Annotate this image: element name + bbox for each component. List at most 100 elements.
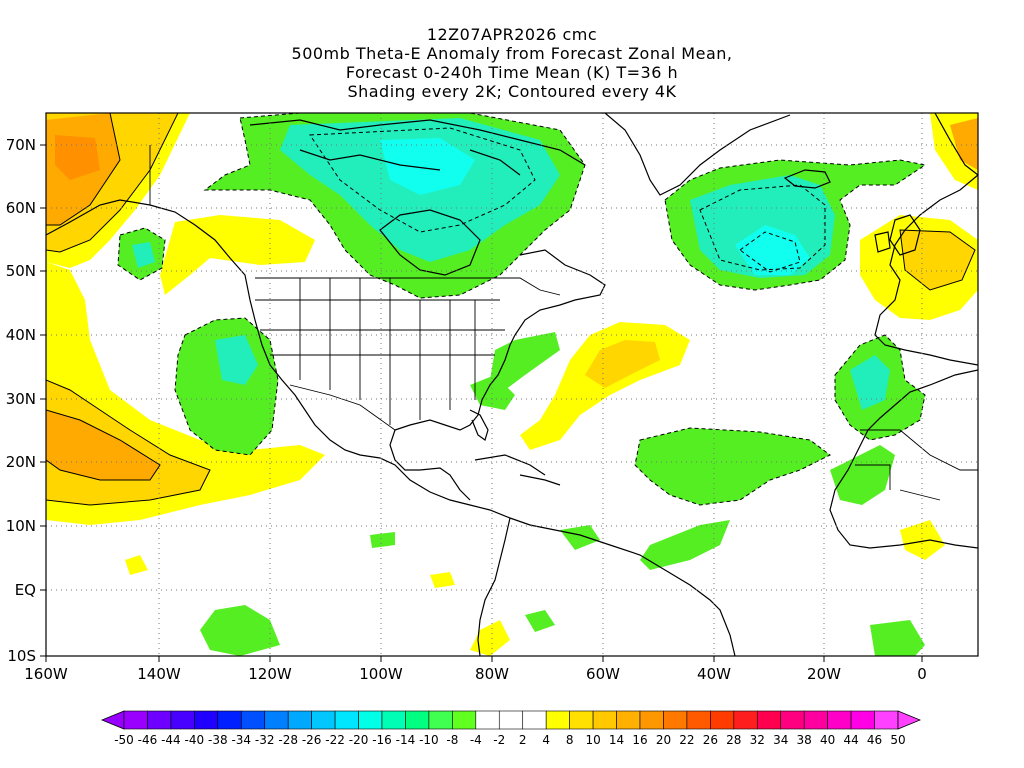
lon-label-20w: 20W bbox=[807, 665, 841, 683]
colorbar-label: 40 bbox=[820, 733, 835, 747]
colorbar-label: 28 bbox=[726, 733, 741, 747]
lat-label-20n: 20N bbox=[6, 453, 36, 471]
shade-natl-cyan bbox=[735, 225, 810, 275]
colorbar-swatch bbox=[710, 710, 735, 730]
contour-e-pacific-8 bbox=[46, 409, 161, 481]
tick-marks bbox=[40, 144, 923, 662]
lat-label-40n: 40N bbox=[6, 326, 36, 344]
coast-south-america bbox=[477, 517, 736, 656]
colorbar-label: -4 bbox=[470, 733, 482, 747]
shade-africa-green-south bbox=[830, 445, 895, 505]
border-us-mexico bbox=[289, 384, 396, 431]
colorbar-label: -38 bbox=[208, 733, 228, 747]
shade-ne-pacific-core bbox=[55, 135, 100, 180]
colorbar-swatch bbox=[475, 710, 500, 730]
colorbar-label: -8 bbox=[446, 733, 458, 747]
colorbar-swatch bbox=[686, 710, 711, 730]
coast-gulf-mexico bbox=[389, 429, 471, 501]
coast-labrador bbox=[394, 249, 606, 431]
contour-e-pacific-4 bbox=[46, 379, 211, 506]
colorbar-label: -16 bbox=[372, 733, 392, 747]
colorbar-label: 8 bbox=[566, 733, 574, 747]
colorbar-swatch bbox=[287, 710, 312, 730]
lon-label-80w: 80W bbox=[475, 665, 509, 683]
colorbar-swatch bbox=[334, 710, 359, 730]
colorbar-label: 14 bbox=[609, 733, 624, 747]
border-states-v1 bbox=[299, 278, 476, 425]
colorbar-swatch bbox=[498, 710, 524, 730]
colorbar-swatch bbox=[217, 710, 242, 730]
colorbar-label: 38 bbox=[797, 733, 812, 747]
colorbar-label: -46 bbox=[138, 733, 158, 747]
shade-small-green-3 bbox=[370, 532, 395, 548]
title-line-2: 500mb Theta-E Anomaly from Forecast Zona… bbox=[291, 44, 733, 63]
shade-europe-gold bbox=[900, 230, 975, 290]
colorbar-swatch bbox=[592, 710, 617, 730]
colorbar-swatch bbox=[569, 710, 594, 730]
contour-ne-pacific-8 bbox=[46, 113, 121, 226]
lat-label-10s: 10S bbox=[7, 647, 36, 665]
coastlines bbox=[46, 113, 978, 656]
colorbar-swatch bbox=[405, 710, 430, 730]
shaded-anomalies bbox=[46, 113, 978, 656]
colorbar-label: -14 bbox=[396, 733, 416, 747]
shade-california-aqua bbox=[215, 335, 258, 385]
colorbar-label: 16 bbox=[632, 733, 647, 747]
colorbar-label: 26 bbox=[703, 733, 718, 747]
colorbar-swatch bbox=[663, 710, 688, 730]
colorbar-swatch bbox=[170, 710, 195, 730]
contour-ne-pacific-4 bbox=[46, 113, 179, 253]
coast-greenland bbox=[604, 113, 791, 196]
colorbar-label: -26 bbox=[302, 733, 322, 747]
colorbar-label: -44 bbox=[161, 733, 181, 747]
colorbar-label: 10 bbox=[585, 733, 600, 747]
title-block: 12Z07APR2026 cmc 500mb Theta-E Anomaly f… bbox=[0, 0, 1024, 101]
lon-label-120w: 120W bbox=[248, 665, 292, 683]
colorbar-label: 4 bbox=[542, 733, 550, 747]
contour-canada-outer bbox=[203, 113, 586, 299]
map-frame bbox=[45, 112, 979, 657]
colorbar-swatch bbox=[545, 710, 570, 730]
colorbar-swatch bbox=[240, 710, 266, 730]
lat-label-30n: 30N bbox=[6, 390, 36, 408]
coast-cuba bbox=[474, 454, 561, 486]
contour-pacific-small bbox=[117, 227, 166, 281]
shade-eqpac-yellow-1 bbox=[125, 555, 148, 575]
title-line-4: Shading every 2K; Contoured every 4K bbox=[347, 82, 677, 101]
contour-natl-inner bbox=[699, 184, 826, 271]
shade-europe-ne-orange bbox=[950, 118, 978, 170]
shade-pacific-aqua-small bbox=[132, 242, 155, 268]
coast-iceland bbox=[783, 169, 831, 189]
colorbar-swatch bbox=[194, 710, 219, 730]
colorbar-label: 32 bbox=[750, 733, 765, 747]
colorbar-swatch bbox=[733, 710, 758, 730]
colorbar-label: -32 bbox=[255, 733, 275, 747]
lat-label-eq: EQ bbox=[15, 581, 36, 599]
colorbar: -50 -46 -44 -40 -38 -34 -32 -28 -26 -22 -20 -16 -14-… bbox=[100, 710, 922, 747]
lat-label-50n: 50N bbox=[6, 262, 36, 280]
colorbar-swatch bbox=[311, 710, 336, 730]
colorbar-label: 34 bbox=[773, 733, 788, 747]
lat-labels: 70N 60N 50N 40N 30N 20N 10N EQ 10S bbox=[6, 136, 36, 665]
coast-hudson-bay bbox=[379, 209, 481, 276]
colorbar-swatch bbox=[123, 710, 148, 730]
title-line-1: 12Z07APR2026 cmc bbox=[426, 25, 598, 44]
lon-label-60w: 60W bbox=[586, 665, 620, 683]
shade-africa-aqua bbox=[850, 355, 890, 410]
coast-florida bbox=[469, 409, 489, 441]
shade-eqatl-green-1 bbox=[870, 620, 925, 656]
colorbar-label: 46 bbox=[867, 733, 882, 747]
coast-africa bbox=[829, 369, 978, 549]
colorbar-label: -10 bbox=[419, 733, 439, 747]
colorbar-swatch bbox=[381, 710, 406, 730]
shade-eqpac-green-1 bbox=[200, 605, 280, 656]
colorbar-label: 44 bbox=[843, 733, 858, 747]
shade-us-east-green bbox=[490, 332, 560, 390]
shade-eqpac-yellow-2 bbox=[430, 572, 455, 588]
political-borders bbox=[149, 145, 978, 501]
colorbar-swatch bbox=[452, 710, 477, 730]
colorbar-arrow-left bbox=[100, 710, 125, 730]
lon-label-0: 0 bbox=[917, 665, 927, 683]
negative-contours bbox=[117, 113, 927, 506]
